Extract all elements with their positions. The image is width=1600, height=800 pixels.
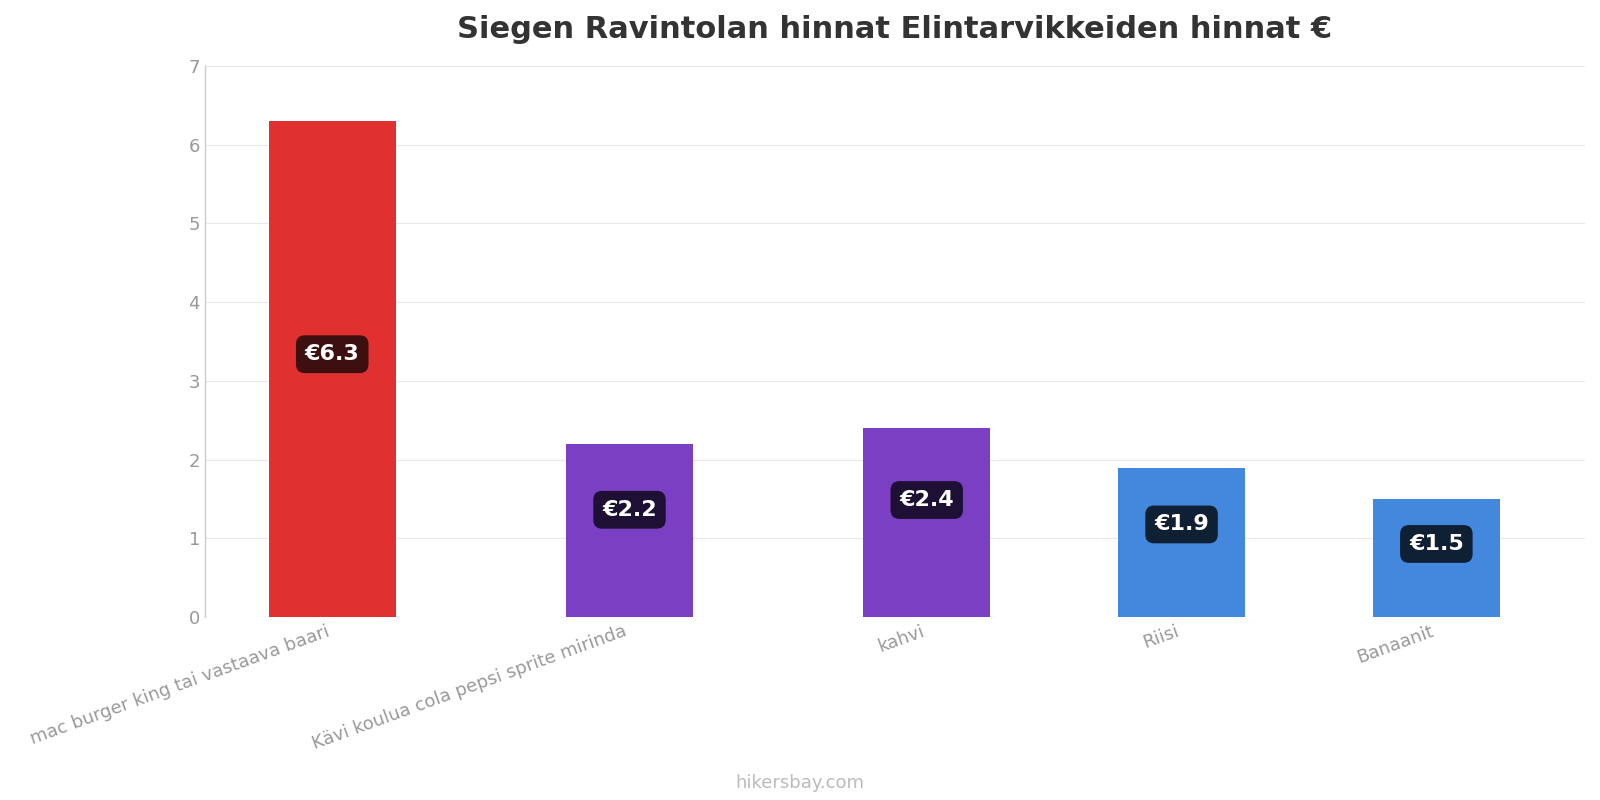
Bar bbox=[1373, 499, 1501, 618]
Bar bbox=[269, 121, 395, 618]
Title: Siegen Ravintolan hinnat Elintarvikkeiden hinnat €: Siegen Ravintolan hinnat Elintarvikkeide… bbox=[458, 15, 1333, 44]
Text: €1.5: €1.5 bbox=[1410, 534, 1464, 554]
Text: hikersbay.com: hikersbay.com bbox=[736, 774, 864, 792]
Text: €2.4: €2.4 bbox=[899, 490, 954, 510]
Bar bbox=[566, 444, 693, 618]
Bar bbox=[862, 428, 990, 618]
Text: €6.3: €6.3 bbox=[306, 344, 360, 364]
Text: €1.9: €1.9 bbox=[1154, 514, 1210, 534]
Bar bbox=[1118, 467, 1245, 618]
Text: €2.2: €2.2 bbox=[602, 500, 656, 520]
